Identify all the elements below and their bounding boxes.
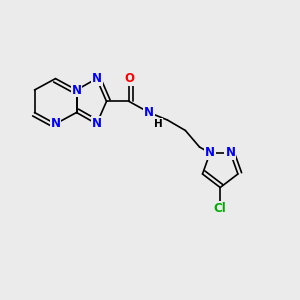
Text: N: N [92, 117, 102, 130]
Text: N: N [225, 146, 236, 160]
Text: N: N [50, 117, 61, 130]
Text: O: O [124, 72, 134, 85]
Text: Cl: Cl [214, 202, 226, 215]
Text: N: N [144, 106, 154, 119]
Text: N: N [71, 83, 82, 97]
Text: H: H [154, 119, 163, 129]
Text: N: N [205, 146, 215, 160]
Text: N: N [92, 72, 102, 85]
